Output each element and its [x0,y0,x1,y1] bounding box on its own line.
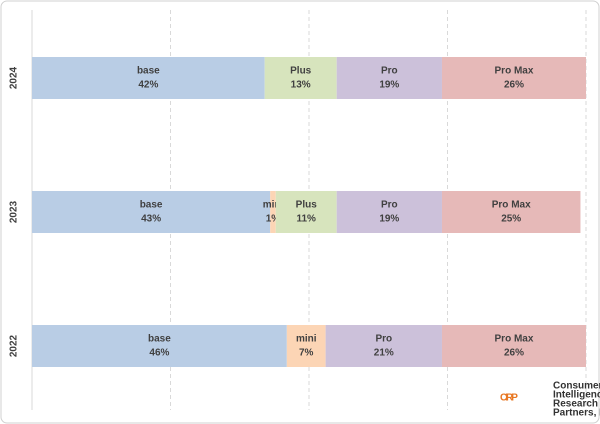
data-label: 46% [149,348,169,359]
segment-name: mini [263,200,284,211]
segment-name: Pro [381,200,398,211]
bar-segment [32,325,287,367]
bar-segment [336,191,442,233]
logo-text: Intelligence [553,390,600,401]
bar-segment [286,325,326,367]
segment-name: Pro [381,66,398,77]
data-label: 19% [379,214,399,225]
logo-mark: CIRP [500,393,518,404]
bar-segment [32,191,271,233]
bar-segment [270,191,276,233]
segment-name: base [140,200,163,211]
segment-name: Pro Max [495,66,534,77]
data-label: 26% [504,80,524,91]
bar-segment [441,57,586,99]
bar-segment [336,57,442,99]
segment-name: Pro [375,334,392,345]
data-label: 42% [138,80,158,91]
data-label: 25% [501,214,521,225]
segment-name: Plus [290,66,312,77]
data-label: 21% [374,348,394,359]
bar-segment [441,325,586,367]
y-tick-label: 2022 [9,334,20,357]
data-label: 11% [296,214,316,225]
data-label: 19% [379,80,399,91]
segment-name: base [148,334,171,345]
data-label: 43% [141,214,161,225]
y-tick-label: 2023 [9,200,20,223]
y-tick-label: 2024 [9,66,20,89]
logo-text: Research [553,399,598,410]
segment-name: Plus [296,200,318,211]
bar-segment [325,325,442,367]
bar-segment [32,57,265,99]
segment-name: Pro Max [495,334,534,345]
data-label: 1% [266,214,281,225]
logo-text: Partners, LLC [553,408,600,419]
bar-segment [275,191,337,233]
segment-name: base [137,66,160,77]
data-label: 7% [299,348,314,359]
data-label: 13% [291,80,311,91]
logo-text: Consumer [553,381,600,392]
segment-name: mini [296,334,317,345]
bar-segment [264,57,337,99]
segment-name: Pro Max [492,200,531,211]
data-label: 26% [504,348,524,359]
bar-segment [441,191,581,233]
